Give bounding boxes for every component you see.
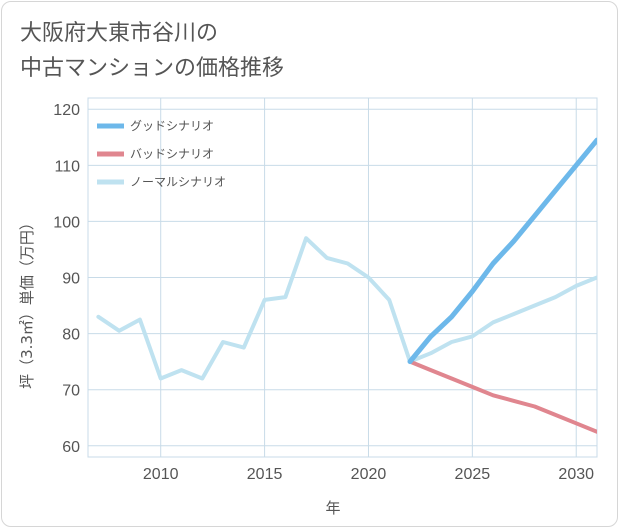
series-line-2 [96,236,597,381]
legend-label-0: グッドシナリオ [130,119,214,133]
y-tick-label: 100 [53,214,80,231]
x-tick-label: 2010 [143,466,179,483]
y-axis-label: 坪（3.3㎡）単価（万円） [18,215,36,389]
y-tick-label: 80 [62,327,80,344]
x-tick-label: 2015 [247,466,283,483]
ticks: 60 70 80 90 100 110 120 2010 2015 2020 2025 2030 [53,102,594,483]
chart-title: 大阪府大東市谷川の 中古マンションの価格推移 [20,16,580,86]
legend-label-2: ノーマルシナリオ [130,175,226,189]
x-tick-label: 2025 [455,466,491,483]
y-tick-label: 70 [62,383,80,400]
chart-title-line-1: 大阪府大東市谷川の [20,21,219,46]
grid [87,97,598,458]
legend-label-1: バッドシナリオ [130,147,214,161]
y-tick-label: 110 [54,158,80,175]
chart-title-line-2: 中古マンションの価格推移 [20,56,285,81]
series-line-0 [407,137,597,365]
x-tick-label: 2020 [351,466,387,483]
series-layer [96,137,597,434]
y-tick-label: 120 [53,102,80,119]
y-tick-label: 90 [62,271,80,288]
series-line-1 [408,359,597,434]
x-axis-label: 年 [325,499,340,517]
x-tick-label: 2030 [558,466,594,483]
y-tick-label: 60 [62,439,80,456]
